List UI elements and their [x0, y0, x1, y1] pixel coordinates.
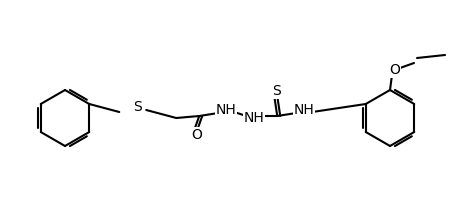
- Text: NH: NH: [294, 103, 315, 117]
- Text: S: S: [133, 100, 142, 114]
- Text: O: O: [191, 128, 202, 142]
- Text: NH: NH: [244, 111, 265, 125]
- Text: NH: NH: [216, 103, 237, 117]
- Text: S: S: [272, 84, 281, 98]
- Text: O: O: [390, 63, 400, 77]
